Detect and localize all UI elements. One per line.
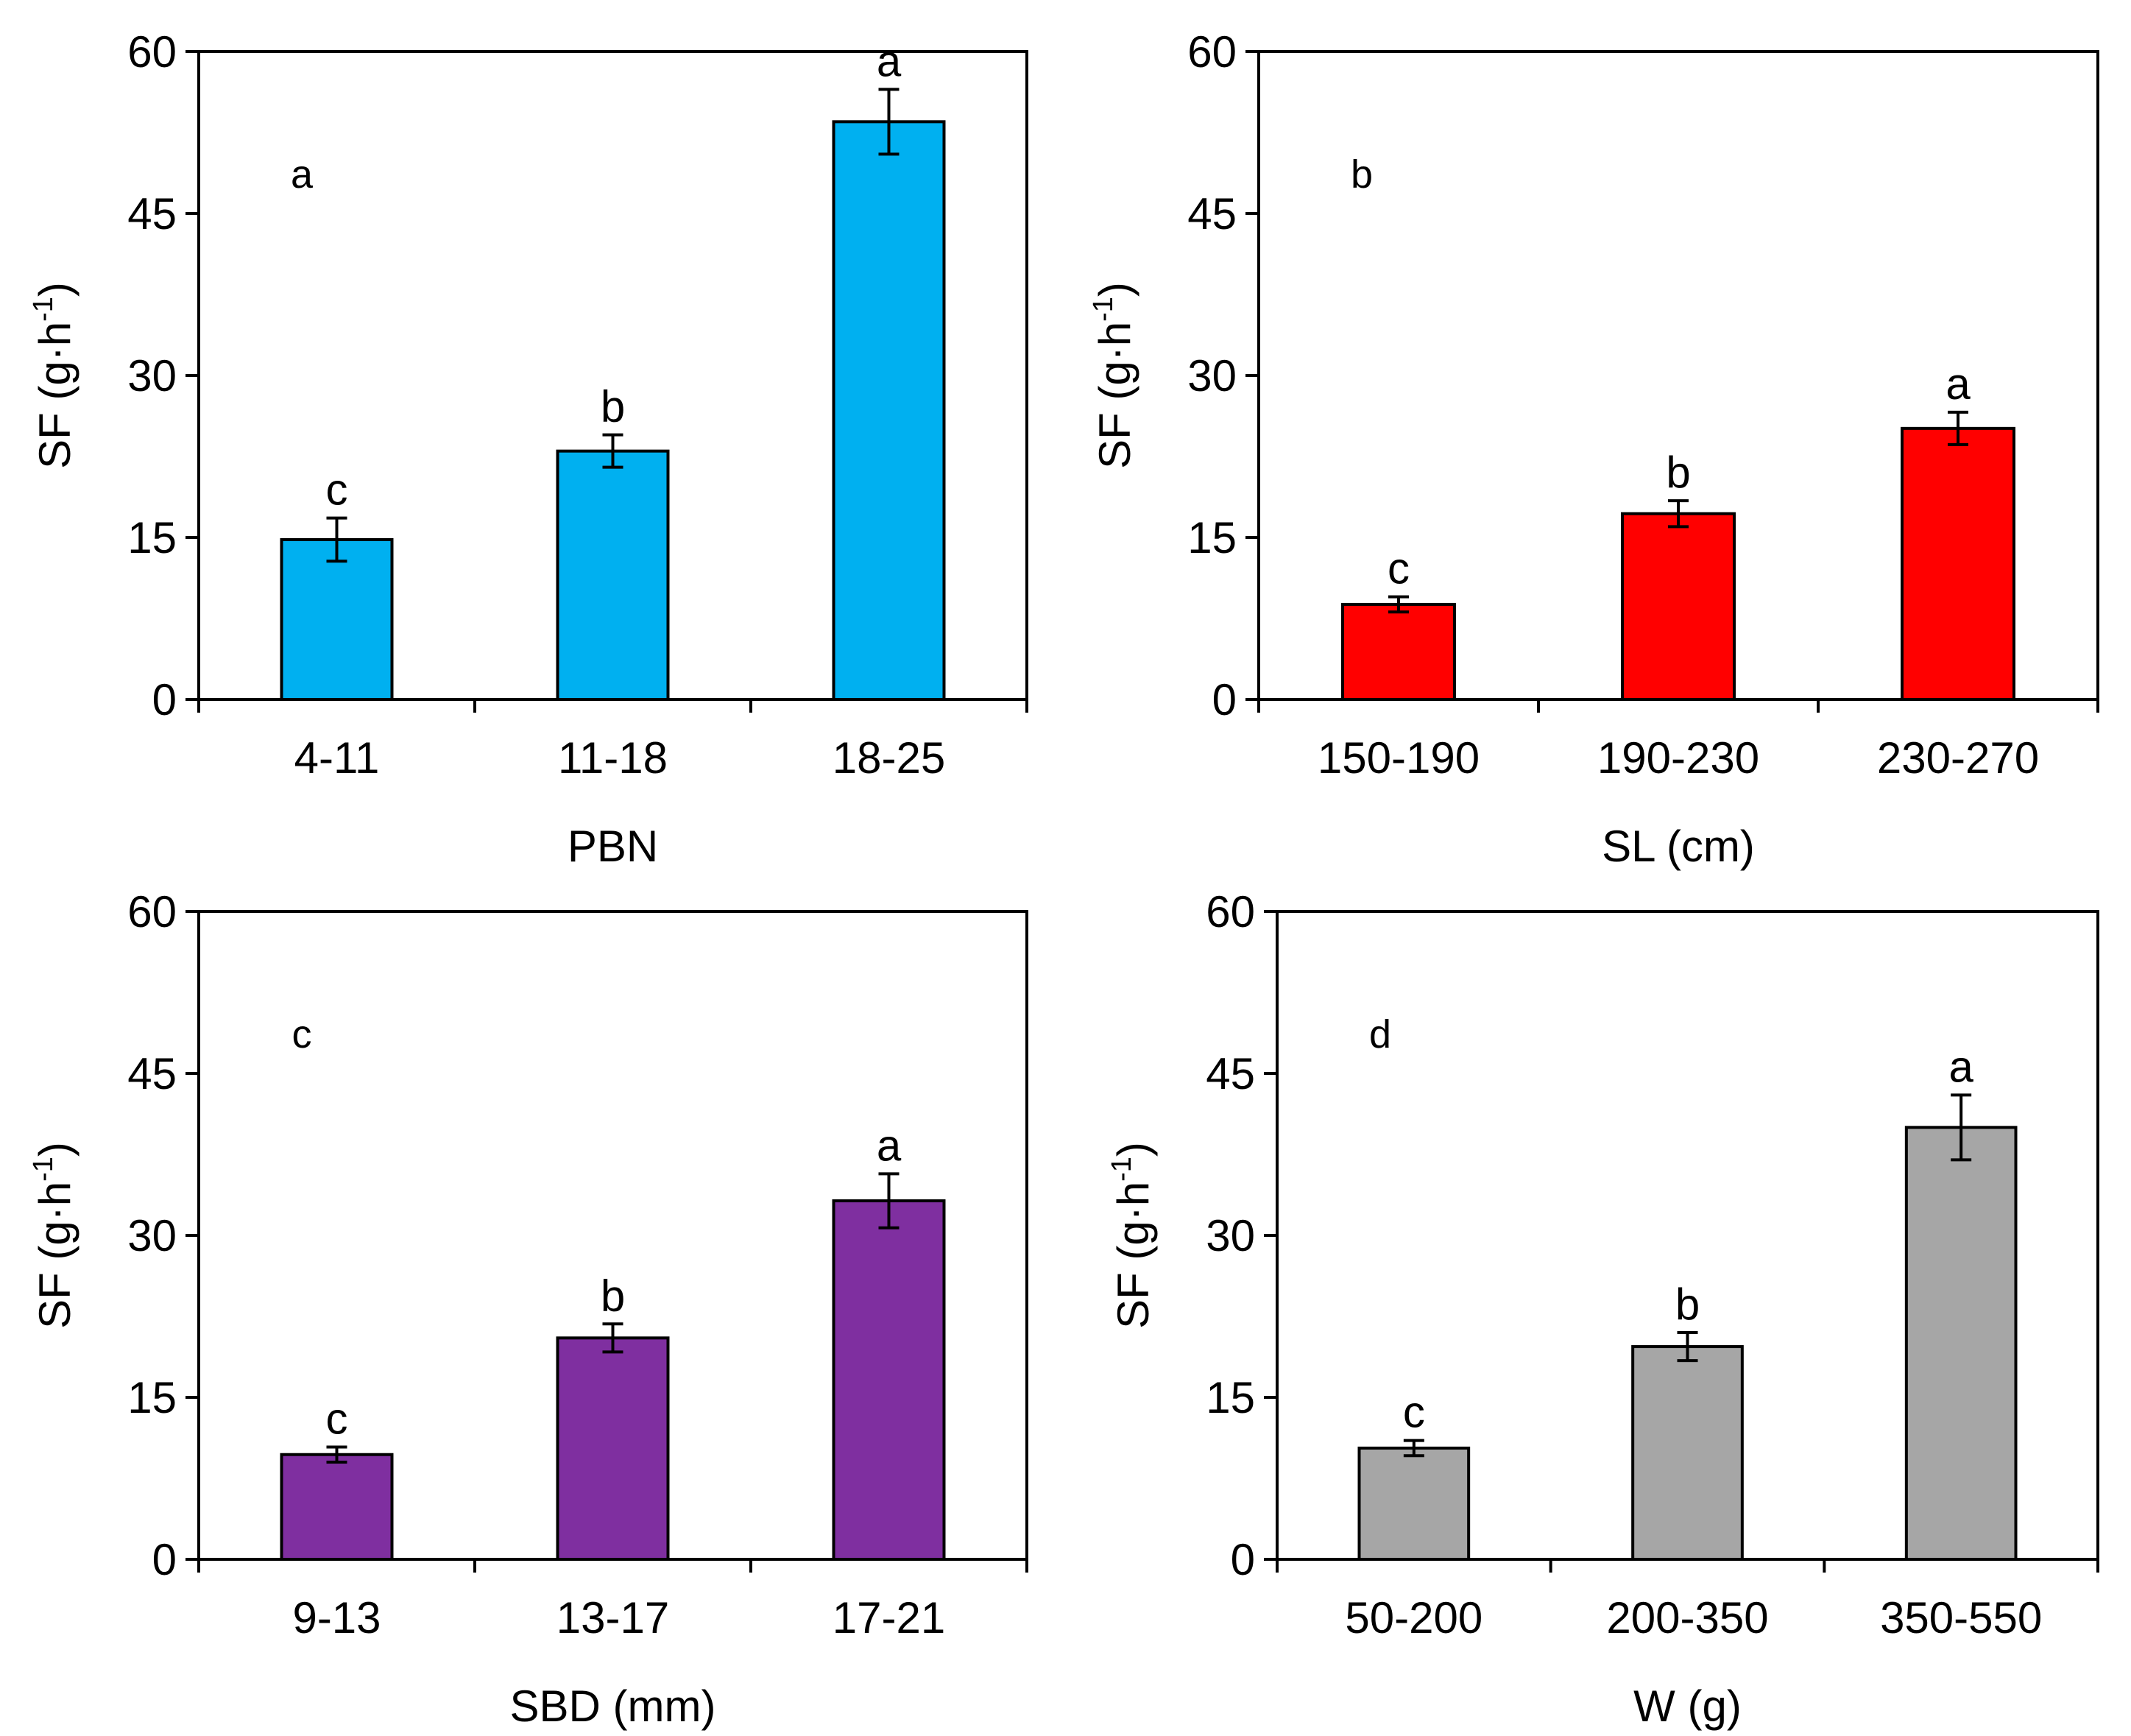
y-axis-title: SF (g·h-1) [1106, 1142, 1158, 1329]
y-tick-label: 15 [127, 513, 177, 562]
significance-letter: c [1403, 1388, 1425, 1437]
bar [556, 449, 670, 702]
x-tick-label: 230-270 [1877, 733, 2039, 783]
y-tick-label: 30 [127, 351, 177, 401]
y-axis-title-superscript: -1 [28, 1157, 59, 1182]
y-axis-title-close: ) [30, 1142, 79, 1157]
y-axis-title: SF (g·h-1) [28, 282, 79, 469]
panel-label: d [1369, 1012, 1391, 1056]
y-tick-label: 45 [127, 1049, 177, 1098]
y-axis-title: SF (g·h-1) [28, 1142, 79, 1329]
y-tick-label: 0 [152, 1535, 177, 1584]
x-tick-label: 13-17 [556, 1593, 669, 1643]
y-tick-label: 0 [1212, 675, 1237, 724]
y-axis-title-close: ) [1109, 1142, 1158, 1157]
panel-b: 0 15 30 45 60 c 150-190 b 190-230 a 230-270 SL (cm)… [1088, 27, 2099, 871]
x-tick-label: 150-190 [1318, 733, 1480, 783]
y-tick-label: 60 [127, 887, 177, 936]
significance-letter: b [1666, 448, 1690, 497]
x-tick-label: 200-350 [1606, 1593, 1768, 1643]
x-tick-label: 4-11 [294, 733, 380, 783]
y-tick-label: 60 [127, 27, 177, 77]
bar [1901, 426, 2015, 701]
significance-letter: b [601, 382, 625, 431]
panel-c: 0 15 30 45 60 c 9-13 b 13-17 a 17-21 SBD (mm) SF (g·… [28, 887, 1028, 1731]
y-axis-title-superscript: -1 [28, 297, 59, 322]
bar [1621, 512, 1736, 701]
panel-label: c [292, 1012, 312, 1056]
y-tick-label: 30 [1187, 351, 1237, 401]
bar [280, 1453, 394, 1561]
y-tick-label: 60 [1206, 887, 1255, 936]
x-axis-title: W (g) [1633, 1682, 1742, 1731]
panel-d: 0 15 30 45 60 c 50-200 b 200-350 a 350-550 W (g) SF … [1106, 887, 2099, 1731]
bar [1631, 1345, 1744, 1561]
x-tick-label: 190-230 [1597, 733, 1759, 783]
y-tick-label: 15 [127, 1373, 177, 1422]
significance-letter: a [1946, 359, 1971, 409]
significance-letter: c [326, 465, 348, 515]
x-tick-label: 11-18 [558, 733, 668, 783]
y-tick-label: 45 [1206, 1049, 1255, 1098]
bar [1904, 1126, 2018, 1562]
significance-letter: c [1388, 544, 1410, 593]
x-tick-label: 17-21 [833, 1593, 945, 1643]
y-axis-title-superscript: -1 [1106, 1157, 1137, 1182]
y-axis-title-superscript: -1 [1088, 297, 1119, 322]
y-tick-label: 15 [1206, 1373, 1255, 1422]
y-axis-title-close: ) [1090, 282, 1139, 297]
y-axis-title-main: SF (g·h [1109, 1182, 1158, 1329]
bar [1341, 602, 1456, 702]
y-tick-label: 30 [127, 1211, 177, 1260]
x-tick-label: 350-550 [1880, 1593, 2042, 1643]
x-tick-label: 50-200 [1345, 1593, 1482, 1643]
y-tick-label: 0 [1231, 1535, 1255, 1584]
y-axis-title-main: SF (g·h [30, 322, 79, 469]
y-tick-label: 45 [127, 189, 177, 239]
y-axis-title-close: ) [30, 282, 79, 297]
x-tick-label: 9-13 [292, 1593, 381, 1643]
bar [832, 1199, 946, 1561]
bar [1357, 1446, 1471, 1562]
bar [280, 537, 394, 702]
bar [832, 120, 946, 702]
y-tick-label: 0 [152, 675, 177, 724]
y-axis-title-main: SF (g·h [1090, 322, 1139, 469]
significance-letter: b [601, 1271, 625, 1320]
x-axis-title: PBN [568, 822, 658, 871]
x-axis-title: SL (cm) [1602, 822, 1755, 871]
y-tick-label: 15 [1187, 513, 1237, 562]
significance-letter: a [877, 36, 902, 85]
panel-a: 0 15 30 45 60 c 4-11 b 11-18 a 18-25 PBN SF (g·h-1) a [28, 27, 1028, 871]
y-axis-title: SF (g·h-1) [1088, 282, 1139, 469]
x-axis-title: SBD (mm) [510, 1682, 716, 1731]
panel-label: a [291, 152, 314, 197]
significance-letter: b [1675, 1280, 1700, 1329]
x-tick-label: 18-25 [833, 733, 945, 783]
significance-letter: c [326, 1394, 348, 1443]
bar [556, 1336, 670, 1562]
panel-label: b [1351, 152, 1373, 197]
y-tick-label: 45 [1187, 189, 1237, 239]
y-tick-label: 30 [1206, 1211, 1255, 1260]
y-axis-title-main: SF (g·h [30, 1182, 79, 1329]
y-tick-label: 60 [1187, 27, 1237, 77]
significance-letter: a [877, 1121, 902, 1170]
significance-letter: a [1948, 1042, 1973, 1091]
